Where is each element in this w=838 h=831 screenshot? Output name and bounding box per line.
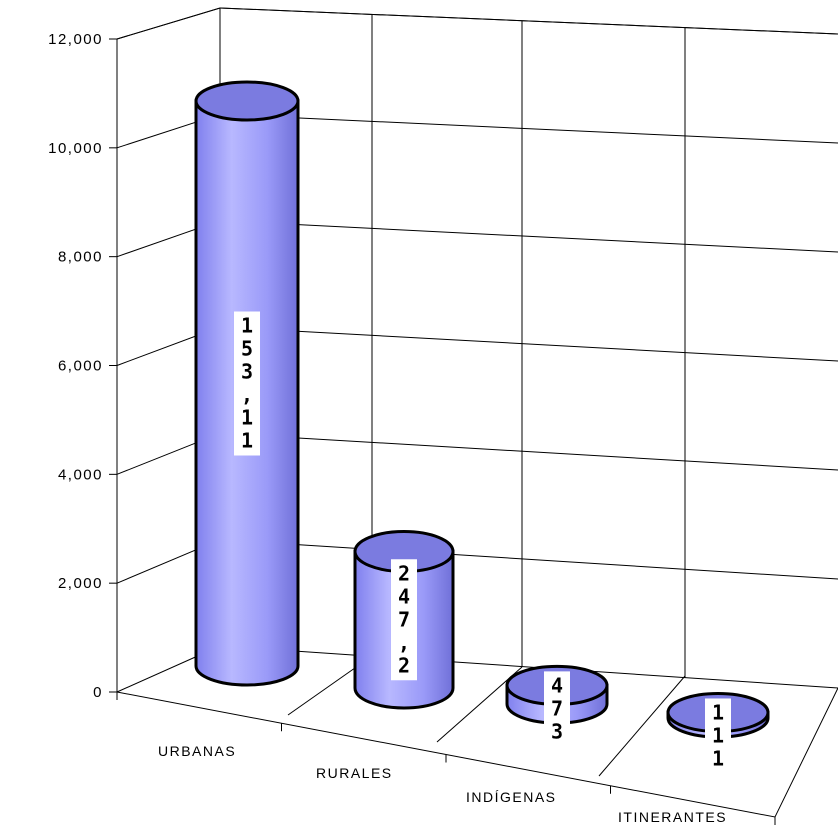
y-tick-label: 0 <box>93 684 103 701</box>
x-tick-label: ITINERANTES <box>618 809 727 825</box>
data-label-background <box>544 671 570 747</box>
x-tick-label: INDÍGENAS <box>466 789 557 805</box>
data-label-background <box>391 559 417 681</box>
floor-divider <box>598 675 686 777</box>
data-label-background <box>705 698 731 774</box>
floor-back-edge <box>219 645 838 689</box>
gridline-back <box>219 220 838 253</box>
bars: 1 5 3, 1 1 2 4 7, 2 4 7 3 1 1 1 <box>194 80 770 774</box>
gridline-back <box>219 539 838 580</box>
bar-top <box>194 80 300 122</box>
y-tick-label: 6,000 <box>58 358 103 375</box>
y-tick-label: 4,000 <box>58 466 103 483</box>
data-label-background <box>234 311 260 456</box>
x-tick-label: RURALES <box>316 765 393 781</box>
y-tick-label: 12,000 <box>48 31 103 48</box>
gridline-side <box>116 7 221 40</box>
x-tick-label: URBANAS <box>158 743 236 759</box>
y-tick-label: 10,000 <box>48 140 103 157</box>
gridline-back <box>219 326 838 362</box>
gridline-back <box>219 432 838 471</box>
y-axis: 0 2,000 4,000 6,000 8,000 10,000 12,000 <box>48 31 117 701</box>
gridline-back <box>219 113 838 144</box>
y-tick-label: 8,000 <box>58 249 103 266</box>
x-axis: URBANAS RURALES INDÍGENAS ITINERANTES <box>116 692 776 825</box>
gridline-back <box>219 7 838 35</box>
gridlines <box>116 7 838 777</box>
y-tick-label: 2,000 <box>58 575 103 592</box>
